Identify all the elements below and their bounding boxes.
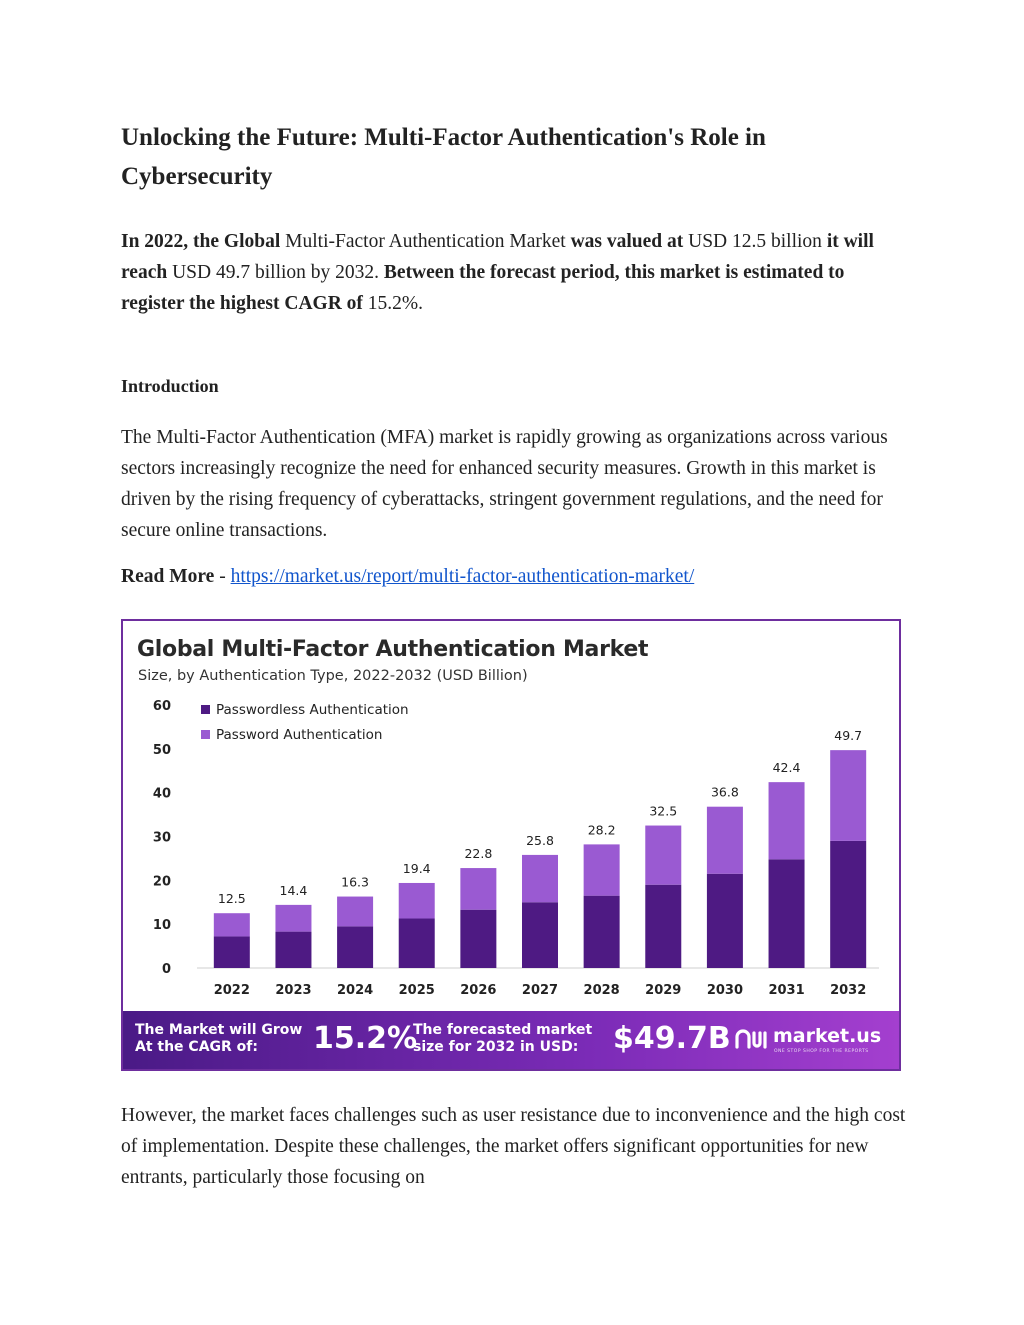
bar-password — [645, 825, 682, 885]
bar-total-label: 49.7 — [834, 728, 862, 743]
bar-total-label: 42.4 — [773, 760, 801, 775]
y-tick-label: 10 — [153, 918, 171, 933]
y-tick-label: 30 — [153, 831, 171, 846]
y-tick-label: 0 — [162, 962, 171, 977]
cagr-label: The Market will Grow At the CAGR of: — [135, 1022, 302, 1056]
bar-total-label: 19.4 — [403, 861, 431, 876]
introduction-paragraph: The Multi-Factor Authentication (MFA) ma… — [121, 427, 888, 541]
closing-paragraph: However, the market faces challenges suc… — [121, 1105, 906, 1188]
bar-total-label: 14.4 — [280, 883, 308, 898]
x-tick-label: 2029 — [645, 983, 681, 998]
legend-swatch — [201, 730, 210, 739]
lead-part-6: USD 49.7 billion by 2032. — [167, 262, 384, 283]
market-size-label: The forecasted market size for 2032 in U… — [413, 1022, 592, 1056]
read-more-line: Read More - https://market.us/report/mul… — [121, 566, 694, 588]
bar-password — [830, 750, 867, 841]
bar-passwordless — [398, 918, 435, 968]
market-size-label-line-1: The forecasted market — [413, 1022, 593, 1038]
lead-part-5: it will reach — [121, 231, 874, 283]
x-tick-label: 2031 — [768, 983, 804, 998]
market-us-logo-tagline: ONE STOP SHOP FOR THE REPORTS — [774, 1049, 869, 1054]
x-tick-label: 2026 — [460, 983, 496, 998]
bar-passwordless — [706, 873, 743, 968]
bar-password — [398, 882, 435, 919]
bar-total-label: 36.8 — [711, 785, 739, 800]
bar-password — [337, 896, 374, 927]
summary-banner: The Market will Grow At the CAGR of: 15.… — [123, 1011, 899, 1069]
x-tick-label: 2028 — [584, 983, 620, 998]
y-tick-label: 50 — [153, 743, 171, 758]
bar-passwordless — [830, 840, 867, 968]
legend-label: Passwordless Authentication — [216, 702, 409, 718]
read-more-separator: - — [214, 566, 231, 587]
x-tick-label: 2024 — [337, 983, 373, 998]
market-infographic: 0 10 20 30 40 50 60 Passwordless Authentication… — [121, 619, 901, 1071]
bar-passwordless — [460, 909, 497, 968]
bar-total-label: 22.8 — [464, 846, 492, 861]
bar-passwordless — [583, 895, 620, 968]
lead-part-8: 15.2%. — [362, 293, 424, 314]
bar-password — [213, 913, 250, 937]
y-tick-label: 60 — [153, 699, 171, 714]
infographic-title: Global Multi-Factor Authentication Marke… — [137, 637, 649, 662]
y-tick-label: 40 — [153, 787, 171, 802]
bar-passwordless — [337, 926, 374, 968]
bar-total-label: 28.2 — [588, 822, 616, 837]
bar-password — [275, 904, 312, 932]
bar-total-label: 25.8 — [526, 833, 554, 848]
bar-password — [706, 806, 743, 874]
x-tick-label: 2032 — [830, 983, 866, 998]
x-tick-label: 2027 — [522, 983, 558, 998]
bar-passwordless — [645, 884, 682, 968]
lead-part-4: USD 12.5 billion — [683, 231, 827, 252]
market-size-value: $49.7B — [613, 1021, 731, 1056]
bar-password — [583, 844, 620, 896]
bar-password — [768, 782, 805, 860]
read-more-link[interactable]: https://market.us/report/multi-factor-au… — [230, 566, 695, 587]
legend-swatch — [201, 705, 210, 714]
introduction-heading: Introduction — [121, 376, 219, 396]
bar-passwordless — [213, 936, 250, 968]
article-title: Unlocking the Future: Multi-Factor Authe… — [121, 124, 766, 190]
y-tick-label: 20 — [153, 874, 171, 889]
bar-total-label: 12.5 — [218, 891, 246, 906]
x-tick-label: 2030 — [707, 983, 743, 998]
market-size-label-line-2: size for 2032 in USD: — [413, 1039, 579, 1055]
lead-part-2: Multi-Factor Authentication Market — [280, 231, 571, 252]
infographic-subtitle: Size, by Authentication Type, 2022-2032 … — [138, 668, 528, 684]
market-us-logo-name: market.us — [773, 1025, 882, 1047]
lead-paragraph: In 2022, the Global Multi-Factor Authent… — [121, 226, 911, 319]
cagr-label-line-2: At the CAGR of: — [135, 1039, 258, 1055]
lead-part-7: Between the forecast period, this market… — [121, 262, 845, 314]
bar-passwordless — [522, 902, 558, 968]
bar-passwordless — [768, 859, 805, 968]
x-tick-label: 2023 — [275, 983, 311, 998]
cagr-label-line-1: The Market will Grow — [135, 1022, 303, 1038]
bar-password — [522, 854, 558, 903]
cagr-value: 15.2% — [313, 1021, 418, 1056]
lead-part-3: was valued at — [570, 231, 684, 252]
x-tick-label: 2025 — [399, 983, 435, 998]
legend-label: Password Authentication — [216, 727, 382, 743]
lead-part-1: In 2022, the Global — [121, 231, 281, 252]
bar-total-label: 32.5 — [649, 804, 677, 819]
market-us-logo-icon — [735, 1029, 767, 1049]
bar-password — [460, 868, 497, 910]
bar-total-label: 16.3 — [341, 875, 369, 890]
x-tick-label: 2022 — [214, 983, 250, 998]
bar-passwordless — [275, 931, 312, 968]
read-more-label: Read More — [121, 566, 215, 587]
